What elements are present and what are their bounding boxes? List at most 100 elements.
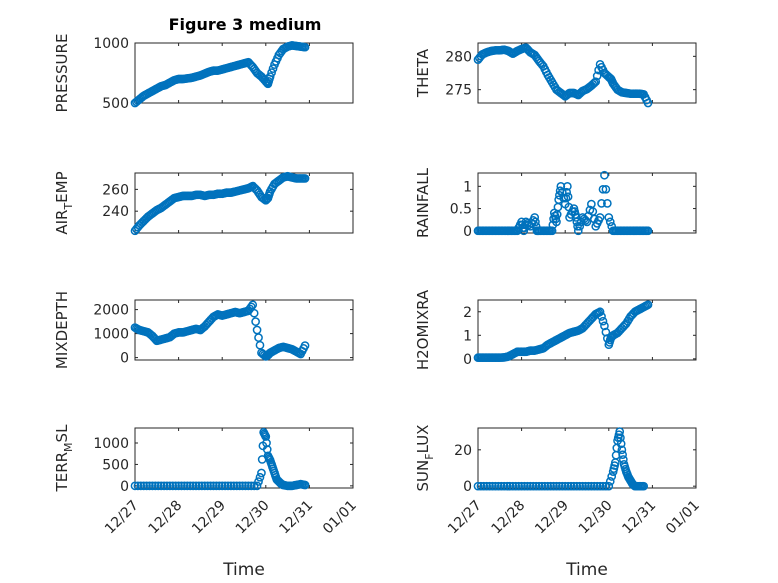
data-point	[226, 481, 236, 491]
data-point	[595, 213, 605, 222]
data-point	[174, 481, 183, 491]
x-axis-label: Time	[565, 560, 608, 580]
data-point	[589, 481, 599, 491]
data-point	[598, 481, 608, 491]
data-point	[177, 481, 186, 491]
data-point	[188, 481, 198, 491]
data-point	[488, 481, 497, 491]
data-point	[241, 481, 250, 491]
data-point	[145, 481, 154, 491]
y-axis-label: AIRTEMP	[53, 171, 75, 234]
data-series	[130, 41, 310, 108]
data-point	[223, 481, 233, 491]
y-tick-label: 2	[463, 305, 472, 321]
axes-frame	[134, 427, 354, 489]
data-point	[591, 77, 601, 87]
y-tick-label: 0	[463, 352, 472, 368]
figure-title: Figure 3 medium	[169, 15, 322, 34]
data-point	[238, 481, 247, 491]
y-tick-label: 1000	[93, 36, 129, 52]
data-point	[528, 481, 538, 491]
axes-frame	[134, 42, 354, 104]
data-point	[595, 307, 605, 317]
axes-frame	[477, 172, 697, 234]
data-point	[604, 481, 614, 491]
data-point	[185, 481, 195, 491]
data-point	[514, 481, 524, 491]
data-series	[473, 170, 653, 236]
data-point	[257, 468, 266, 478]
data-point	[206, 481, 215, 491]
panel-theta: 275 280 THETA	[414, 42, 697, 108]
data-point	[616, 439, 626, 449]
data-point	[139, 481, 149, 491]
y-tick-label: 0	[120, 479, 129, 495]
data-point	[560, 481, 570, 491]
data-point	[148, 481, 157, 491]
data-point	[255, 472, 265, 482]
data-point	[563, 192, 573, 202]
data-point	[508, 481, 518, 491]
y-tick-label: 0	[463, 479, 472, 495]
axes-frame	[134, 172, 354, 234]
y-axis-label: PRESSURE	[53, 34, 71, 113]
data-point	[217, 481, 227, 491]
data-point	[584, 481, 593, 491]
data-point	[182, 481, 192, 491]
data-point	[235, 481, 244, 491]
data-point	[254, 477, 263, 486]
data-point	[540, 481, 550, 491]
data-point	[482, 481, 492, 491]
data-point	[546, 481, 556, 491]
y-axis-label: RAINFALL	[414, 167, 432, 238]
data-point	[136, 481, 146, 491]
data-point	[212, 481, 221, 491]
data-point	[578, 481, 587, 491]
y-tick-label: 2000	[93, 303, 129, 319]
data-point	[300, 174, 310, 183]
data-point	[142, 481, 151, 491]
data-point	[133, 481, 143, 491]
data-point	[581, 481, 590, 491]
data-point	[162, 481, 172, 491]
data-point	[643, 98, 653, 108]
data-point	[194, 481, 204, 491]
data-point	[547, 226, 557, 236]
data-point	[569, 481, 579, 491]
data-point	[523, 481, 532, 491]
panel-h2omixra: 0 1 2 H2OMIXRA	[414, 289, 697, 370]
panel-pressure: 500 1000 PRESSURE	[53, 34, 354, 113]
data-point	[602, 199, 612, 208]
data-point	[499, 481, 509, 491]
data-point	[485, 481, 494, 491]
data-point	[252, 481, 262, 491]
data-point	[562, 187, 572, 197]
data-point	[589, 78, 599, 88]
data-point	[248, 300, 258, 310]
data-point	[597, 199, 606, 208]
data-point	[491, 481, 500, 491]
data-point	[200, 481, 210, 491]
y-tick-label: 240	[102, 204, 129, 220]
data-series	[473, 427, 649, 491]
data-point	[229, 481, 239, 491]
data-point	[617, 445, 627, 455]
data-series	[130, 427, 310, 491]
data-point	[171, 481, 181, 491]
y-tick-label: 0	[463, 224, 472, 240]
x-axis-label: Time	[222, 560, 265, 580]
data-point	[592, 71, 602, 81]
data-point	[300, 341, 310, 350]
data-point	[601, 184, 611, 194]
data-point	[156, 481, 166, 491]
data-point	[300, 480, 310, 490]
y-axis-label: MIXDEPTH	[53, 291, 71, 369]
data-point	[505, 481, 515, 491]
data-point	[209, 481, 218, 491]
y-tick-label: 20	[454, 443, 472, 459]
data-point	[563, 481, 573, 491]
data-point	[249, 308, 259, 318]
data-point	[601, 481, 611, 491]
y-tick-label: 500	[102, 96, 129, 112]
